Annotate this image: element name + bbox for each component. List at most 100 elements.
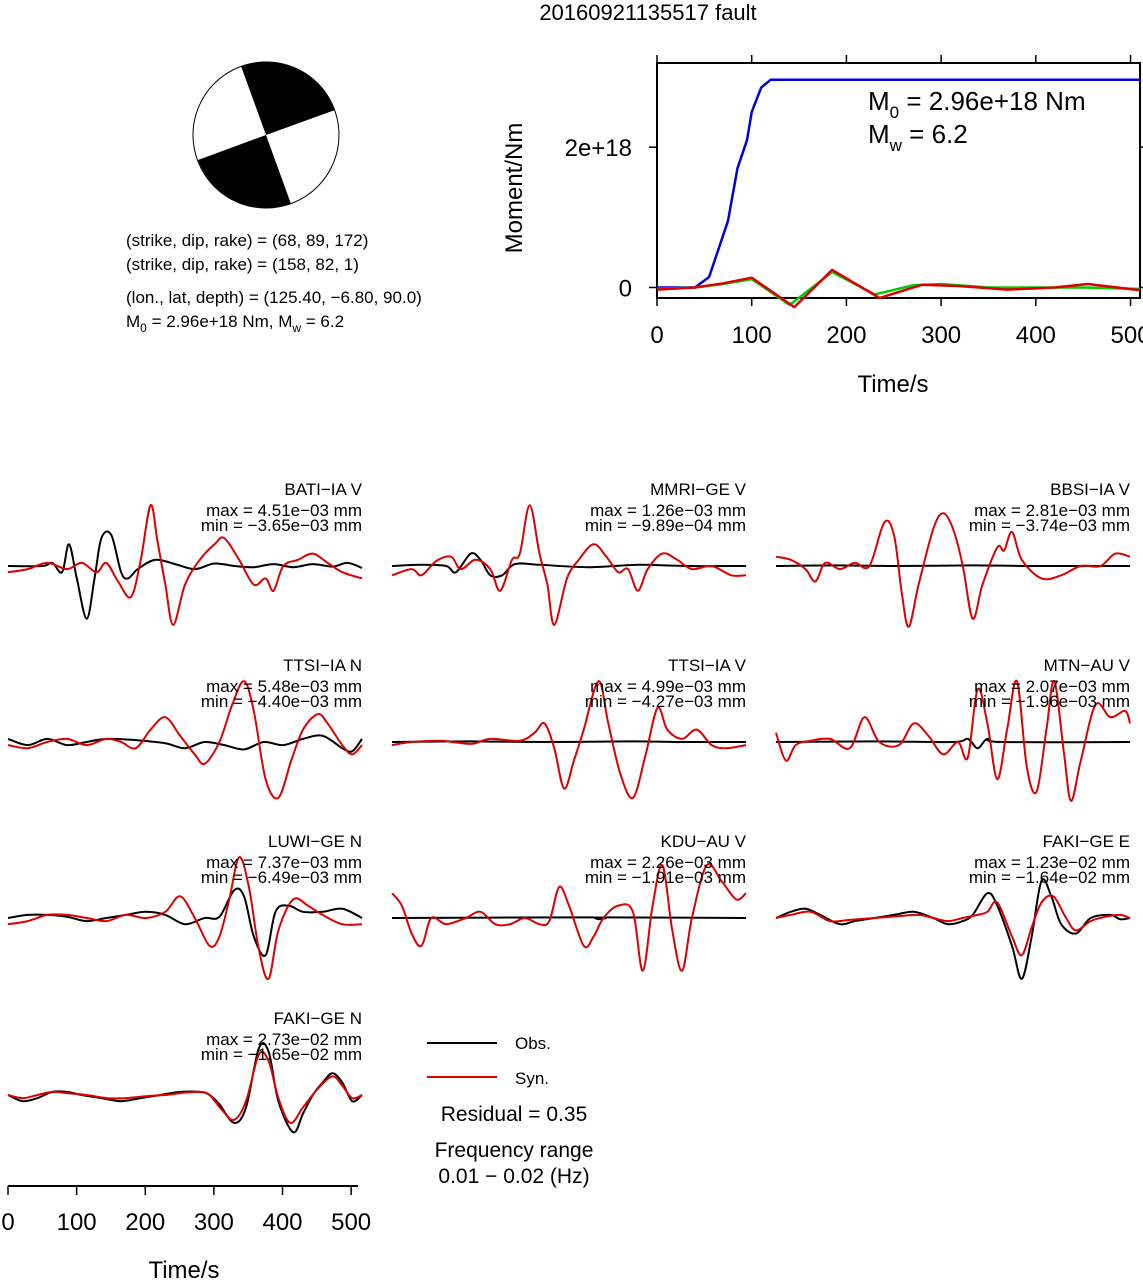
station-max: max = 7.37e−03 mm (206, 853, 362, 872)
station-min: min = −1.96e−03 mm (969, 692, 1130, 711)
station-name: LUWI−GE N (268, 832, 362, 851)
moment-xtick-label: 100 (732, 322, 772, 349)
synthetic-trace (391, 680, 747, 800)
observed-trace (7, 734, 363, 753)
moment-rate-green-line (656, 270, 1141, 307)
station-min: min = −1.65e−02 mm (201, 1045, 362, 1064)
moment-plot-frame (656, 62, 1141, 299)
waveform-xtick-label: 500 (331, 1209, 371, 1236)
station-name: MMRI−GE V (650, 480, 747, 499)
synthetic-trace (775, 512, 1131, 628)
frequency-range: 0.01 − 0.02 (Hz) (438, 1165, 589, 1188)
station-max: max = 1.23e−02 mm (974, 853, 1130, 872)
synthetic-trace (391, 862, 747, 972)
station-name: FAKI−GE E (1043, 832, 1130, 851)
moment-xtick-label: 0 (650, 322, 663, 349)
station-max: max = 5.48e−03 mm (206, 677, 362, 696)
plane1-text: (strike, dip, rake) = (68, 89, 172) (126, 231, 368, 250)
legend-obs-label: Obs. (515, 1034, 551, 1053)
station-max: max = 2.26e−03 mm (590, 853, 746, 872)
moment-xtick-label: 200 (826, 322, 866, 349)
synthetic-trace (775, 679, 1131, 802)
waveform-time-axis: 0 100 200 300 400 500 (1, 1185, 371, 1236)
moment-xtick-label: 300 (921, 322, 961, 349)
waveform-xtick-label: 200 (125, 1209, 165, 1236)
station-name: KDU−AU V (661, 832, 747, 851)
mw-annotation: Mw = 6.2 (868, 119, 968, 155)
station-name: TTSI−IA N (283, 656, 362, 675)
station-name: BATI−IA V (284, 480, 362, 499)
station-min: min = −3.65e−03 mm (201, 516, 362, 535)
observed-trace (391, 552, 747, 578)
observed-trace (775, 564, 1131, 568)
synthetic-trace (7, 1050, 363, 1124)
station-name: TTSI−IA V (668, 656, 747, 675)
moment-ytick-label: 2e+18 (565, 135, 632, 162)
moment-rate-red-line (656, 268, 1141, 309)
synthetic-trace (391, 504, 747, 626)
synthetic-trace (7, 504, 363, 626)
moment-ytick-label: 0 (619, 275, 632, 302)
station-max: max = 4.99e−03 mm (590, 677, 746, 696)
m0-annotation: M0 = 2.96e+18 Nm (868, 86, 1086, 122)
moment-summary-text: M0 = 2.96e+18 Nm, Mw = 6.2 (126, 312, 344, 335)
waveform-xtick-label: 300 (194, 1209, 234, 1236)
observed-trace (7, 887, 363, 957)
figure-title: 20160921135517 fault (539, 0, 756, 25)
moment-lines (656, 78, 1141, 309)
location-text: (lon., lat, depth) = (125.40, −6.80, 90.… (126, 288, 422, 307)
waveform-xtick-label: 400 (262, 1209, 302, 1236)
synthetic-trace (7, 856, 363, 981)
station-min: min = −1.91e−03 mm (585, 868, 746, 887)
plane2-text: (strike, dip, rake) = (158, 82, 1) (126, 255, 359, 274)
station-min: min = −4.27e−03 mm (585, 692, 746, 711)
legend-syn-label: Syn. (515, 1069, 549, 1088)
observed-trace (775, 737, 1131, 750)
legend: Obs. Syn. Residual = 0.35 Frequency rang… (427, 1034, 593, 1188)
synthetic-trace (7, 680, 363, 800)
station-name: MTN−AU V (1044, 656, 1131, 675)
station-max: max = 2.07e−03 mm (974, 677, 1130, 696)
synthetic-trace (775, 894, 1131, 957)
waveform-xtick-label: 0 (1, 1209, 14, 1236)
mechanism-info: (strike, dip, rake) = (68, 89, 172) (str… (126, 231, 422, 335)
observed-trace (7, 530, 363, 620)
moment-panel: 010020030040050002e+18 M0 = 2.96e+18 Nm … (501, 55, 1143, 398)
station-max: max = 1.26e−03 mm (590, 501, 746, 520)
beachball-icon (192, 61, 340, 209)
station-max: max = 2.81e−03 mm (974, 501, 1130, 520)
moment-xtick-label: 400 (1016, 322, 1056, 349)
waveform-xlabel: Time/s (148, 1257, 219, 1281)
station-min: min = −3.74e−03 mm (969, 516, 1130, 535)
moment-xtick-label: 500 (1111, 322, 1143, 349)
observed-trace (391, 916, 747, 921)
frequency-title: Frequency range (435, 1139, 594, 1162)
station-min: min = −9.89e−04 mm (585, 516, 746, 535)
station-max: max = 2.73e−02 mm (206, 1030, 362, 1049)
station-name: FAKI−GE N (274, 1009, 362, 1028)
waveform-xtick-label: 100 (57, 1209, 97, 1236)
observed-trace (775, 878, 1131, 980)
station-min: min = −6.49e−03 mm (201, 868, 362, 887)
moment-axes: 0 100 200 300 400 500 0 2e+18 (565, 55, 1143, 349)
residual-text: Residual = 0.35 (441, 1103, 588, 1126)
station-name: BBSI−IA V (1050, 480, 1131, 499)
station-min: min = −4.40e−03 mm (201, 692, 362, 711)
moment-ylabel: Moment/Nm (501, 123, 528, 254)
station-max: max = 4.51e−03 mm (206, 501, 362, 520)
moment-xlabel: Time/s (857, 371, 928, 398)
station-min: min = −1.64e−02 mm (969, 868, 1130, 887)
cumulative-moment-line (657, 78, 1140, 289)
